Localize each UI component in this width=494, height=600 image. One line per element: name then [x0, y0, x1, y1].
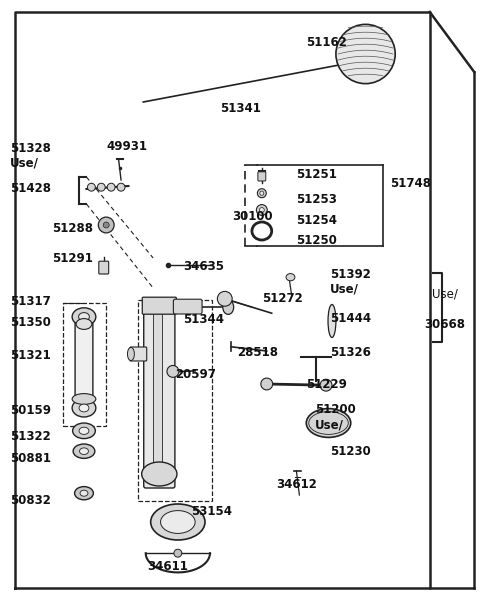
Text: 49931: 49931 — [106, 140, 147, 154]
Ellipse shape — [80, 490, 88, 496]
Text: 50832: 50832 — [10, 494, 51, 508]
Ellipse shape — [72, 394, 96, 404]
Ellipse shape — [76, 319, 92, 329]
Ellipse shape — [127, 347, 134, 361]
Ellipse shape — [79, 404, 89, 412]
Text: 50159: 50159 — [10, 404, 51, 418]
Ellipse shape — [80, 448, 88, 455]
Ellipse shape — [79, 313, 89, 321]
Text: 51162: 51162 — [306, 35, 347, 49]
FancyBboxPatch shape — [130, 347, 147, 361]
Circle shape — [261, 378, 273, 390]
Circle shape — [98, 217, 114, 233]
Text: 51322: 51322 — [10, 430, 50, 443]
Text: 28518: 28518 — [237, 346, 278, 359]
Text: 51328
Use/: 51328 Use/ — [10, 142, 51, 170]
Bar — [138, 300, 212, 501]
Text: 34611: 34611 — [148, 560, 188, 574]
Text: 51428: 51428 — [10, 182, 51, 196]
Text: 34635: 34635 — [183, 260, 224, 274]
Bar — [63, 303, 106, 426]
Ellipse shape — [73, 423, 95, 439]
Text: 51444: 51444 — [330, 311, 371, 325]
Text: 51253: 51253 — [296, 193, 337, 206]
Text: 51344: 51344 — [183, 313, 224, 326]
Ellipse shape — [75, 487, 93, 500]
Text: 30668: 30668 — [424, 317, 465, 331]
Text: 51250: 51250 — [296, 233, 337, 247]
Circle shape — [336, 25, 395, 83]
Text: 51230: 51230 — [330, 445, 370, 458]
Ellipse shape — [72, 399, 96, 417]
Text: 51251: 51251 — [296, 167, 337, 181]
FancyBboxPatch shape — [75, 323, 93, 400]
Text: 51392
Use/: 51392 Use/ — [330, 268, 371, 296]
Circle shape — [107, 183, 115, 191]
Ellipse shape — [161, 511, 195, 533]
Circle shape — [103, 222, 109, 228]
Text: Use/: Use/ — [432, 287, 457, 301]
FancyBboxPatch shape — [258, 172, 266, 181]
Text: 51200
Use/: 51200 Use/ — [315, 403, 356, 431]
Text: 51350: 51350 — [10, 316, 51, 329]
Bar — [153, 312, 162, 480]
Circle shape — [97, 183, 105, 191]
Ellipse shape — [260, 191, 264, 196]
Text: 51326: 51326 — [330, 346, 371, 359]
Ellipse shape — [142, 462, 177, 486]
Ellipse shape — [259, 208, 264, 212]
Ellipse shape — [328, 304, 336, 337]
Text: 50881: 50881 — [10, 452, 51, 466]
Ellipse shape — [79, 427, 89, 434]
Text: 51341: 51341 — [220, 101, 261, 115]
Text: 51748: 51748 — [390, 176, 431, 190]
Text: 34612: 34612 — [277, 478, 318, 491]
FancyBboxPatch shape — [173, 299, 202, 314]
Text: 30100: 30100 — [232, 209, 273, 223]
Ellipse shape — [151, 504, 205, 540]
Ellipse shape — [72, 308, 96, 326]
Circle shape — [174, 549, 182, 557]
Ellipse shape — [73, 444, 95, 458]
FancyBboxPatch shape — [144, 307, 175, 488]
Text: 51229: 51229 — [306, 377, 347, 391]
FancyBboxPatch shape — [142, 297, 176, 314]
Ellipse shape — [256, 205, 267, 215]
Text: 51317: 51317 — [10, 295, 50, 308]
Text: 20597: 20597 — [175, 368, 216, 382]
Ellipse shape — [306, 409, 351, 437]
Circle shape — [87, 183, 95, 191]
Text: 51288: 51288 — [52, 221, 93, 235]
Text: 51254: 51254 — [296, 214, 337, 227]
Text: 51272: 51272 — [262, 292, 302, 305]
Text: 51291: 51291 — [52, 251, 93, 265]
Circle shape — [217, 292, 232, 306]
FancyBboxPatch shape — [99, 261, 109, 274]
Circle shape — [167, 365, 179, 377]
Circle shape — [320, 379, 332, 391]
Ellipse shape — [223, 300, 234, 314]
Ellipse shape — [286, 274, 295, 281]
Circle shape — [117, 183, 125, 191]
Text: 53154: 53154 — [191, 505, 232, 518]
Text: 51321: 51321 — [10, 349, 50, 362]
Ellipse shape — [257, 188, 266, 197]
